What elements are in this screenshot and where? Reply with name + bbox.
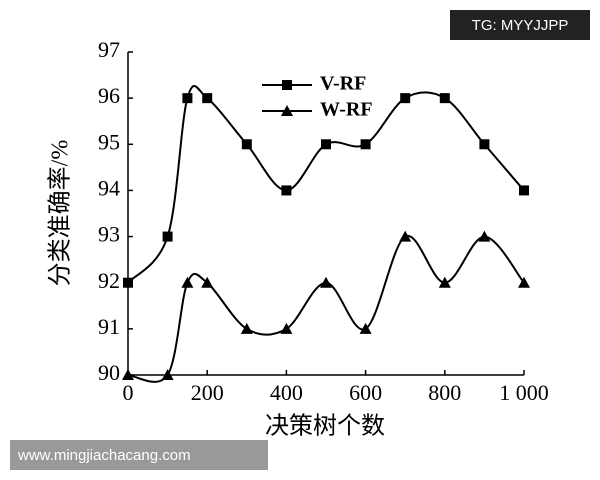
watermark: TG: MYYJJPP — [472, 17, 569, 34]
x-tick-label: 200 — [191, 380, 224, 405]
y-tick-label: 97 — [98, 37, 120, 62]
y-tick-label: 92 — [98, 268, 120, 293]
marker — [438, 276, 451, 288]
marker — [359, 322, 372, 334]
legend-label: W-RF — [320, 99, 373, 121]
marker — [320, 276, 332, 288]
y-tick-label: 91 — [98, 314, 120, 339]
marker — [518, 276, 530, 288]
marker — [321, 139, 331, 150]
x-tick-label: 0 — [123, 380, 134, 405]
marker — [282, 80, 292, 90]
y-tick-label: 96 — [98, 83, 120, 108]
marker — [122, 369, 134, 380]
marker — [162, 231, 173, 242]
marker — [123, 277, 133, 288]
marker — [399, 230, 412, 242]
marker — [400, 93, 411, 104]
marker — [202, 93, 213, 104]
x-tick-label: 800 — [428, 380, 461, 405]
y-tick-label: 94 — [98, 175, 120, 200]
marker — [201, 276, 214, 288]
watermark-box — [10, 440, 268, 470]
marker — [241, 139, 252, 150]
y-axis-title: 分类准确率/% — [47, 140, 74, 287]
marker — [479, 139, 490, 150]
line — [127, 234, 525, 383]
marker — [181, 276, 194, 288]
marker — [281, 185, 292, 196]
y-tick-label: 90 — [98, 360, 120, 385]
x-tick-label: 400 — [270, 380, 303, 405]
watermark: www.mingjiachacang.com — [17, 447, 191, 464]
legend-label: V-RF — [320, 73, 366, 95]
x-axis-title: 决策树个数 — [265, 413, 385, 440]
marker — [360, 139, 371, 150]
marker — [519, 185, 529, 196]
watermark-box — [450, 10, 590, 40]
marker — [161, 369, 174, 380]
marker — [182, 93, 193, 104]
y-tick-label: 93 — [98, 222, 120, 247]
marker — [439, 93, 450, 104]
y-tick-label: 95 — [98, 129, 120, 154]
marker — [280, 322, 293, 334]
marker — [281, 105, 293, 116]
marker — [478, 230, 491, 242]
marker — [240, 322, 253, 334]
x-tick-label: 1 000 — [499, 380, 549, 405]
x-tick-label: 600 — [349, 380, 382, 405]
